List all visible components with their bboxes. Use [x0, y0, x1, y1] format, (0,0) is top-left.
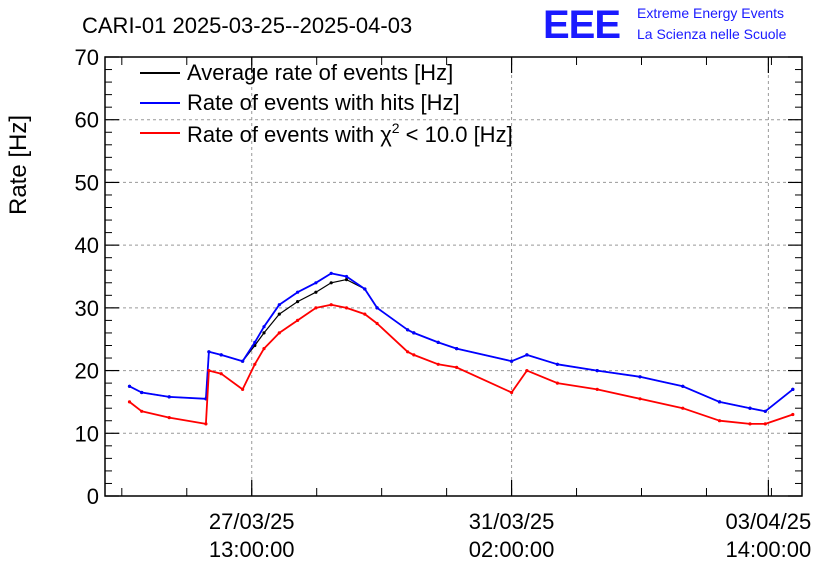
- data-point-chi2: [375, 321, 379, 326]
- data-point-hits: [748, 406, 752, 410]
- data-point-chi2: [406, 350, 410, 354]
- data-point-hits: [140, 390, 144, 395]
- data-point-chi2: [296, 318, 300, 322]
- data-point-chi2: [555, 381, 560, 385]
- data-point-chi2: [363, 312, 367, 316]
- data-point-hits: [412, 331, 416, 335]
- data-point-chi2: [717, 419, 722, 423]
- data-point-hits: [127, 384, 132, 388]
- data-point-chi2: [595, 387, 599, 391]
- data-point-hits: [406, 328, 410, 332]
- data-point-hits: [763, 409, 767, 413]
- data-point-hits: [717, 400, 722, 404]
- data-point-hits: [329, 271, 333, 275]
- data-point-hits: [595, 369, 599, 373]
- data-point-chi2: [219, 372, 223, 376]
- data-point-hits: [363, 287, 367, 291]
- y-tick-label: 0: [87, 484, 99, 509]
- x-tick-label-time: 14:00:00: [726, 537, 812, 562]
- data-point-average: [314, 290, 318, 294]
- data-point-hits: [791, 387, 795, 391]
- data-point-hits: [207, 350, 211, 354]
- data-point-hits: [555, 362, 560, 366]
- x-tick-label-date: 27/03/25: [209, 509, 295, 534]
- data-point-hits: [296, 290, 300, 294]
- data-point-chi2: [455, 365, 459, 369]
- legend-label-average: Average rate of events [Hz]: [187, 60, 453, 85]
- data-point-chi2: [262, 347, 266, 351]
- data-point-average: [296, 300, 300, 304]
- legend-label-chi2: Rate of events with χ2 < 10.0 [Hz]: [187, 120, 513, 147]
- data-point-chi2: [207, 369, 211, 373]
- legend-label-hits: Rate of events with hits [Hz]: [187, 90, 460, 115]
- data-point-chi2: [329, 303, 333, 307]
- y-tick-label: 70: [75, 45, 99, 70]
- eee-logo-line2: La Scienza nelle Scuole: [637, 26, 787, 42]
- data-point-hits: [219, 353, 223, 357]
- y-tick-label: 60: [75, 108, 99, 133]
- data-point-hits: [167, 395, 171, 399]
- data-point-hits: [241, 359, 245, 363]
- grid-layer: [105, 57, 802, 496]
- tick-layer: 0 10 20 30 40 50 60 70 27/03/25 13:00:00 31/03/25 0…: [75, 45, 812, 562]
- y-tick-label: 20: [75, 359, 99, 384]
- plot-frame: [104, 56, 803, 497]
- eee-logo-line1: Extreme Energy Events: [637, 5, 784, 21]
- x-tick-label-time: 13:00:00: [209, 537, 295, 562]
- legend-chi2-prefix: Rate of events with χ: [187, 122, 392, 147]
- data-point-hits: [314, 281, 318, 285]
- x-tick-label-time: 02:00:00: [469, 537, 555, 562]
- x-tick-label-date: 31/03/25: [469, 509, 555, 534]
- chart-title: CARI-01 2025-03-25--2025-04-03: [82, 13, 412, 38]
- data-point-average: [277, 312, 281, 316]
- data-point-average: [344, 278, 349, 282]
- data-point-chi2: [412, 353, 416, 357]
- y-tick-label: 40: [75, 233, 99, 258]
- x-tick-label-date: 03/04/25: [726, 509, 812, 534]
- data-point-average: [262, 331, 266, 335]
- eee-logo: EEE Extreme Energy Events La Scienza nel…: [543, 3, 787, 47]
- y-tick-label: 30: [75, 296, 99, 321]
- data-point-hits: [638, 375, 642, 379]
- data-point-hits: [262, 325, 266, 329]
- data-point-chi2: [277, 331, 281, 335]
- data-point-chi2: [748, 422, 752, 426]
- data-point-hits: [277, 303, 281, 307]
- data-point-chi2: [344, 306, 349, 310]
- data-point-chi2: [791, 412, 795, 417]
- data-point-hits: [375, 306, 379, 310]
- data-point-hits: [436, 340, 440, 344]
- y-axis-label: Rate [Hz]: [5, 115, 32, 215]
- legend-chi2-sup: 2: [392, 120, 400, 136]
- data-point-chi2: [314, 306, 318, 310]
- data-point-hits: [253, 340, 257, 344]
- legend: Average rate of events [Hz] Rate of even…: [140, 60, 513, 147]
- data-point-average: [329, 281, 333, 285]
- data-point-hits: [510, 359, 514, 363]
- data-point-chi2: [681, 406, 685, 410]
- data-point-chi2: [140, 409, 144, 413]
- data-point-chi2: [638, 397, 642, 401]
- data-point-chi2: [525, 369, 529, 373]
- eee-logo-mark: EEE: [543, 3, 620, 47]
- legend-chi2-suffix: < 10.0 [Hz]: [400, 122, 513, 147]
- data-point-chi2: [253, 362, 257, 366]
- data-point-chi2: [167, 416, 171, 420]
- data-point-chi2: [510, 390, 514, 395]
- data-point-chi2: [241, 387, 245, 391]
- data-point-hits: [681, 384, 685, 388]
- y-tick-label: 10: [75, 421, 99, 446]
- series-line-hits: [129, 272, 794, 413]
- data-point-chi2: [127, 400, 132, 404]
- series-layer: [127, 271, 795, 426]
- data-point-chi2: [436, 362, 440, 366]
- data-point-hits: [344, 274, 349, 279]
- data-point-chi2: [204, 422, 208, 426]
- y-tick-label: 50: [75, 170, 99, 195]
- data-point-hits: [455, 347, 459, 351]
- series-line-chi2: [128, 303, 794, 425]
- data-point-chi2: [763, 422, 767, 426]
- data-point-hits: [525, 353, 529, 357]
